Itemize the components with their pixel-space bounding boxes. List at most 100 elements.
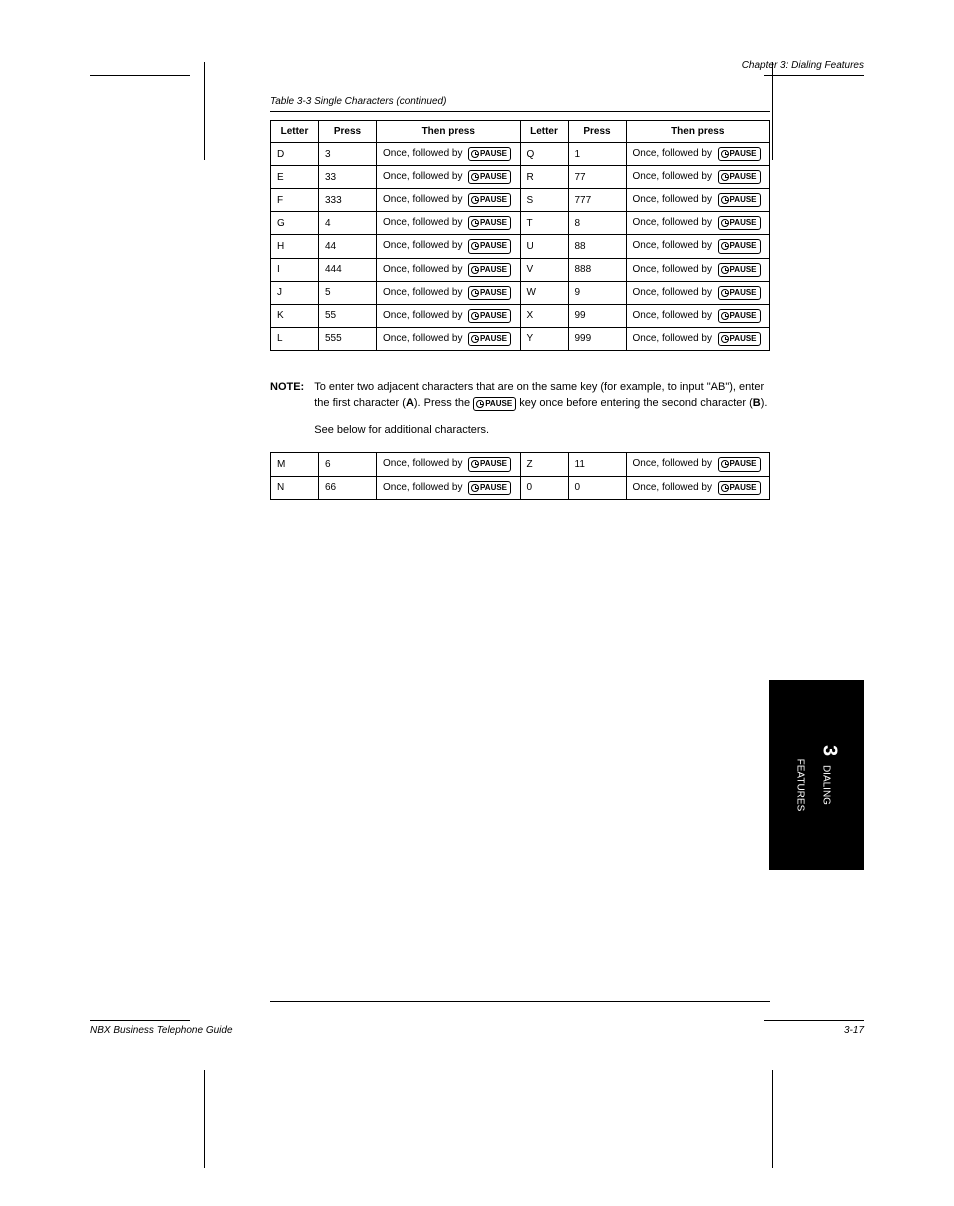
cell-letter: E — [271, 166, 319, 189]
cell-press: 1 — [568, 143, 626, 166]
table-row: H44Once, followed by PAUSEU88Once, follo… — [271, 235, 770, 258]
cell-then: Once, followed by PAUSE — [377, 327, 521, 350]
cell-press: 99 — [568, 304, 626, 327]
cell-press: 8 — [568, 212, 626, 235]
table-row: E33Once, followed by PAUSER77Once, follo… — [271, 166, 770, 189]
pause-key-icon: PAUSE — [718, 481, 761, 495]
table-row: J5Once, followed by PAUSEW9Once, followe… — [271, 281, 770, 304]
letters-table: Letter Press Then press Letter Press The… — [270, 120, 770, 351]
cell-then: Once, followed by PAUSE — [626, 212, 770, 235]
header-rule-right — [764, 75, 864, 76]
header-rule-left — [90, 75, 190, 76]
pause-key-icon: PAUSE — [718, 193, 761, 207]
table-row: G4Once, followed by PAUSET8Once, followe… — [271, 212, 770, 235]
letters-table-2: M6Once, followed by PAUSEZ11Once, follow… — [270, 452, 770, 499]
main-content: Table 3-3 Single Characters (continued) … — [270, 96, 770, 500]
pause-key-icon: PAUSE — [718, 239, 761, 253]
cell-press: 5 — [319, 281, 377, 304]
pause-key-icon: PAUSE — [468, 193, 511, 207]
table-header-row: Letter Press Then press Letter Press The… — [271, 121, 770, 143]
note-label: NOTE: — [270, 379, 304, 439]
note-block: NOTE: To enter two adjacent characters t… — [270, 379, 770, 439]
cell-press: 6 — [319, 453, 377, 476]
pause-key-icon: PAUSE — [468, 309, 511, 323]
cell-then: Once, followed by PAUSE — [626, 258, 770, 281]
cell-then: Once, followed by PAUSE — [377, 281, 521, 304]
tab-line1: DIALING — [820, 765, 831, 805]
cell-letter: D — [271, 143, 319, 166]
table-row: D3Once, followed by PAUSEQ1Once, followe… — [271, 143, 770, 166]
cell-then: Once, followed by PAUSE — [626, 189, 770, 212]
cell-press: 444 — [319, 258, 377, 281]
cell-then: Once, followed by PAUSE — [377, 212, 521, 235]
page-header: Chapter 3: Dialing Features — [90, 60, 864, 71]
cell-press: 77 — [568, 166, 626, 189]
pause-key-icon: PAUSE — [468, 216, 511, 230]
cell-letter: M — [271, 453, 319, 476]
cell-letter: V — [520, 258, 568, 281]
table-row: M6Once, followed by PAUSEZ11Once, follow… — [271, 453, 770, 476]
note-para-1: To enter two adjacent characters that ar… — [314, 379, 770, 412]
cell-then: Once, followed by PAUSE — [626, 476, 770, 499]
caption-rule — [270, 111, 770, 112]
table-row: N66Once, followed by PAUSE00Once, follow… — [271, 476, 770, 499]
cell-letter: I — [271, 258, 319, 281]
table-row: I444Once, followed by PAUSEV888Once, fol… — [271, 258, 770, 281]
cell-letter: F — [271, 189, 319, 212]
th-press: Press — [319, 121, 377, 143]
table-row: L555Once, followed by PAUSEY999Once, fol… — [271, 327, 770, 350]
cell-press: 333 — [319, 189, 377, 212]
cell-then: Once, followed by PAUSE — [626, 166, 770, 189]
cell-letter: X — [520, 304, 568, 327]
chapter-label: Chapter 3: Dialing Features — [742, 60, 864, 71]
cell-then: Once, followed by PAUSE — [626, 143, 770, 166]
cell-press: 999 — [568, 327, 626, 350]
footer-title: NBX Business Telephone Guide — [90, 1025, 233, 1036]
pause-key-icon: PAUSE — [468, 147, 511, 161]
cell-then: Once, followed by PAUSE — [626, 453, 770, 476]
cell-letter: T — [520, 212, 568, 235]
cell-letter: N — [271, 476, 319, 499]
pause-key-icon: PAUSE — [468, 481, 511, 495]
cell-press: 0 — [568, 476, 626, 499]
pause-key-icon: PAUSE — [468, 332, 511, 346]
cell-letter: K — [271, 304, 319, 327]
cell-press: 88 — [568, 235, 626, 258]
cell-press: 9 — [568, 281, 626, 304]
pause-key-icon: PAUSE — [718, 332, 761, 346]
th-letter: Letter — [271, 121, 319, 143]
th-press2: Press — [568, 121, 626, 143]
page-number: 3-17 — [844, 1025, 864, 1036]
cell-letter: L — [271, 327, 319, 350]
pause-key-icon: PAUSE — [468, 170, 511, 184]
cell-press: 555 — [319, 327, 377, 350]
cell-letter: U — [520, 235, 568, 258]
cell-then: Once, followed by PAUSE — [377, 258, 521, 281]
pause-key-icon: PAUSE — [718, 457, 761, 471]
footer-rule-left — [90, 1020, 190, 1021]
cell-press: 777 — [568, 189, 626, 212]
cell-then: Once, followed by PAUSE — [626, 281, 770, 304]
pause-key-icon: PAUSE — [718, 170, 761, 184]
cell-letter: Y — [520, 327, 568, 350]
table-row: K55Once, followed by PAUSEX99Once, follo… — [271, 304, 770, 327]
cell-then: Once, followed by PAUSE — [377, 189, 521, 212]
cell-press: 44 — [319, 235, 377, 258]
pause-key-icon: PAUSE — [473, 397, 516, 411]
cell-letter: G — [271, 212, 319, 235]
table-row: F333Once, followed by PAUSES777Once, fol… — [271, 189, 770, 212]
th-letter2: Letter — [520, 121, 568, 143]
cell-then: Once, followed by PAUSE — [626, 327, 770, 350]
cell-press: 4 — [319, 212, 377, 235]
cell-letter: Z — [520, 453, 568, 476]
cell-press: 55 — [319, 304, 377, 327]
chapter-thumb-tab: 3 DIALING 3 FEATURES — [769, 680, 864, 870]
cell-then: Once, followed by PAUSE — [626, 235, 770, 258]
note-para-2: See below for additional characters. — [314, 422, 770, 439]
cell-letter: R — [520, 166, 568, 189]
cell-press: 66 — [319, 476, 377, 499]
th-then2: Then press — [626, 121, 770, 143]
page: Chapter 3: Dialing Features Table 3-3 Si… — [90, 60, 864, 500]
pause-key-icon: PAUSE — [468, 239, 511, 253]
note-body: To enter two adjacent characters that ar… — [314, 379, 770, 439]
